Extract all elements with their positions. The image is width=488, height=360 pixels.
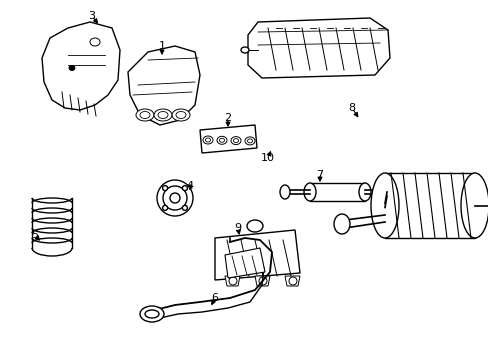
- Ellipse shape: [69, 66, 75, 71]
- Ellipse shape: [370, 173, 398, 238]
- Polygon shape: [128, 46, 200, 125]
- Ellipse shape: [205, 138, 210, 142]
- Ellipse shape: [157, 180, 193, 216]
- Ellipse shape: [247, 139, 252, 143]
- Ellipse shape: [163, 206, 167, 210]
- Text: 1: 1: [158, 41, 165, 51]
- Polygon shape: [384, 173, 474, 238]
- Ellipse shape: [182, 206, 187, 210]
- Ellipse shape: [259, 277, 266, 285]
- Ellipse shape: [145, 310, 159, 318]
- Ellipse shape: [158, 112, 168, 118]
- Text: 9: 9: [234, 223, 241, 233]
- Text: 5: 5: [31, 230, 39, 240]
- Ellipse shape: [230, 136, 241, 145]
- Text: 7: 7: [316, 170, 323, 180]
- Polygon shape: [247, 18, 389, 78]
- Text: 10: 10: [261, 153, 274, 163]
- Ellipse shape: [333, 214, 349, 234]
- Text: 2: 2: [224, 113, 231, 123]
- Ellipse shape: [136, 109, 154, 121]
- Text: 3: 3: [88, 11, 95, 21]
- Ellipse shape: [154, 109, 172, 121]
- Polygon shape: [309, 183, 364, 201]
- Ellipse shape: [246, 220, 263, 232]
- Ellipse shape: [233, 139, 238, 143]
- Ellipse shape: [217, 136, 226, 144]
- Ellipse shape: [163, 186, 186, 210]
- Ellipse shape: [90, 38, 100, 46]
- Ellipse shape: [140, 306, 163, 322]
- Ellipse shape: [244, 137, 254, 145]
- Polygon shape: [200, 125, 257, 153]
- Ellipse shape: [170, 193, 180, 203]
- Ellipse shape: [358, 183, 370, 201]
- Ellipse shape: [140, 112, 150, 118]
- Text: 4: 4: [186, 181, 193, 191]
- Ellipse shape: [460, 173, 488, 238]
- Polygon shape: [215, 230, 299, 280]
- Ellipse shape: [219, 138, 224, 142]
- Polygon shape: [224, 248, 264, 278]
- Ellipse shape: [182, 186, 187, 190]
- Ellipse shape: [203, 136, 213, 144]
- Ellipse shape: [228, 277, 237, 285]
- Ellipse shape: [288, 277, 296, 285]
- Polygon shape: [224, 276, 240, 286]
- Polygon shape: [254, 276, 269, 286]
- Ellipse shape: [163, 186, 167, 190]
- Polygon shape: [285, 276, 299, 286]
- Text: 8: 8: [348, 103, 355, 113]
- Ellipse shape: [176, 112, 185, 118]
- Ellipse shape: [280, 185, 289, 199]
- Polygon shape: [42, 22, 120, 110]
- Ellipse shape: [172, 109, 190, 121]
- Ellipse shape: [241, 47, 248, 53]
- Ellipse shape: [379, 184, 389, 200]
- Text: 6: 6: [211, 293, 218, 303]
- Ellipse shape: [304, 183, 315, 201]
